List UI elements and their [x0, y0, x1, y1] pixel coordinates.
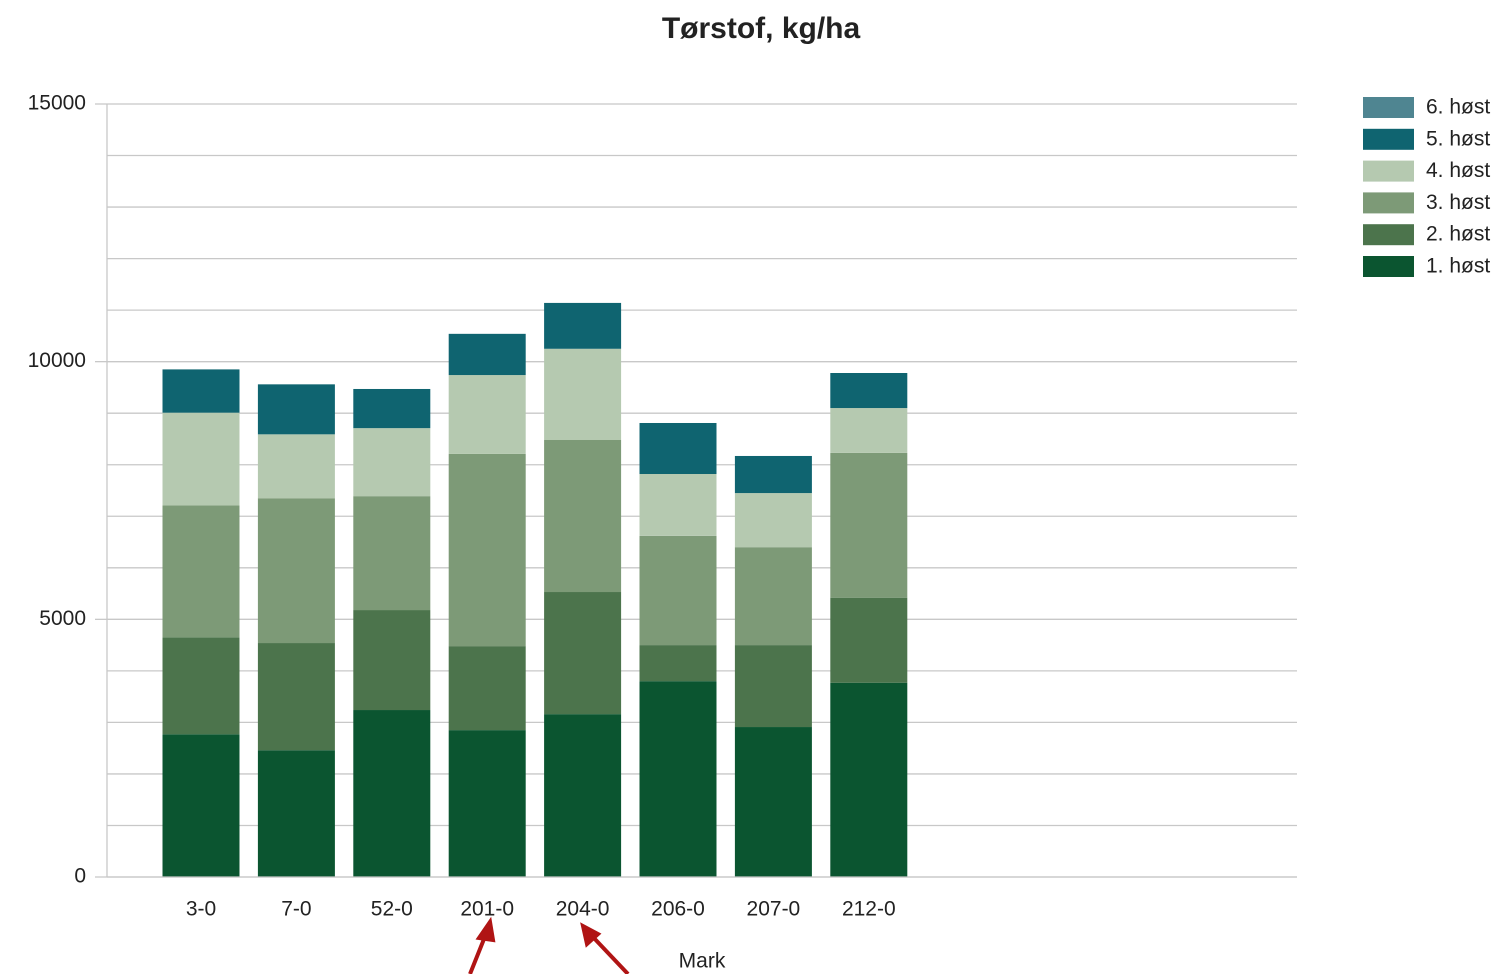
bar-segment [830, 682, 908, 877]
x-axis-label: Mark [679, 950, 726, 973]
bar-segment [544, 714, 622, 877]
bar-segment [639, 681, 717, 877]
bar-segment [448, 333, 526, 376]
y-tick-label: 15000 [28, 92, 86, 115]
x-tick-label: 7-0 [281, 898, 311, 921]
bar-segment [544, 592, 622, 715]
x-tick-label: 52-0 [371, 898, 413, 921]
bar-segment [734, 645, 812, 728]
x-tick-label: 212-0 [842, 898, 896, 921]
bar-segment [734, 455, 812, 494]
bar-segment [830, 452, 908, 598]
bar-segment [257, 498, 335, 644]
bar-segment [448, 375, 526, 454]
bar-segment [734, 727, 812, 877]
bar-segment [162, 734, 240, 877]
bar-segment [734, 493, 812, 548]
bar-segment [353, 610, 431, 711]
bar-segment [162, 369, 240, 413]
y-tick-label: 0 [74, 865, 86, 888]
bar-segment [257, 750, 335, 877]
bar-segment [353, 710, 431, 877]
bar-segment [544, 348, 622, 440]
bar-segment [257, 434, 335, 499]
y-tick-label: 10000 [28, 349, 86, 372]
x-tick-label: 207-0 [747, 898, 801, 921]
bar-segment [162, 637, 240, 735]
bar-segment [639, 474, 717, 536]
bar-segment [830, 597, 908, 683]
annotation-arrows [468, 916, 630, 974]
x-tick-label: 204-0 [556, 898, 610, 921]
legend-label: 6. høst [1426, 96, 1490, 119]
bar-segment [448, 646, 526, 731]
bar-segment [544, 302, 622, 349]
bar-segment [639, 422, 717, 475]
bar-segment [830, 408, 908, 453]
arrow-head [580, 922, 602, 948]
bar-segment [162, 505, 240, 638]
bar-segment [639, 645, 717, 682]
bar-segment [734, 547, 812, 646]
y-tick-label: 5000 [39, 607, 86, 630]
legend-swatch [1363, 97, 1414, 118]
legend-swatch [1363, 192, 1414, 214]
bar-segment [353, 428, 431, 497]
arrow [468, 933, 488, 974]
legend-label: 5. høst [1426, 127, 1490, 150]
arrow-head [475, 916, 496, 943]
bar-segment [639, 535, 717, 646]
legend-label: 2. høst [1426, 223, 1490, 246]
bar-segment [257, 384, 335, 435]
bar-segment [544, 439, 622, 593]
bar-segment [448, 730, 526, 877]
bar-segment [448, 453, 526, 647]
x-tick-label: 3-0 [186, 898, 216, 921]
bar-segment [353, 496, 431, 611]
bar-segment [162, 412, 240, 506]
x-tick-label: 206-0 [651, 898, 705, 921]
chart-title: Tørstof, kg/ha [662, 12, 861, 45]
bar-segment [830, 373, 908, 409]
legend-label: 1. høst [1426, 255, 1490, 278]
legend-label: 3. høst [1426, 191, 1490, 214]
legend-swatch [1363, 128, 1414, 150]
legend-label: 4. høst [1426, 159, 1490, 182]
bar-segment [257, 643, 335, 751]
arrow [590, 934, 630, 974]
x-tick-label: 201-0 [460, 898, 514, 921]
legend-swatch [1363, 160, 1414, 182]
bar-segment [353, 388, 431, 429]
legend-swatch [1363, 224, 1414, 246]
legend-swatch [1363, 256, 1414, 277]
plot: 0 5000 10000 15000 3-0 7-0 52-0 201-0 204-0 206-0… [28, 92, 1491, 921]
